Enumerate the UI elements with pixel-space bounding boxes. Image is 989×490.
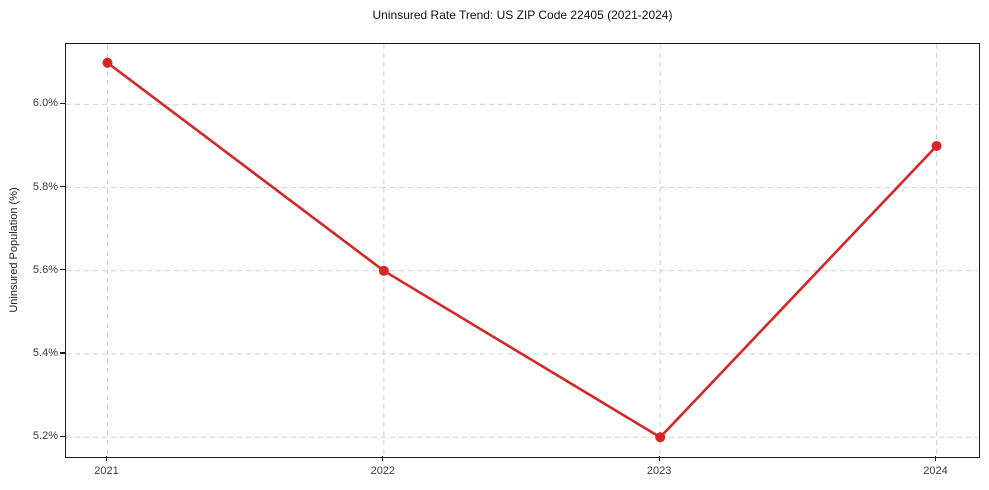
data-point	[655, 432, 666, 443]
chart-title: Uninsured Rate Trend: US ZIP Code 22405 …	[372, 8, 673, 22]
y-tick-mark	[60, 352, 65, 354]
data-point	[378, 265, 389, 276]
x-tick-mark	[658, 456, 660, 461]
y-tick-label: 5.2%	[32, 430, 58, 443]
y-tick-mark	[60, 102, 65, 104]
y-tick-label: 5.8%	[32, 180, 58, 193]
data-point	[102, 57, 113, 68]
x-tick-mark	[382, 456, 384, 461]
y-tick-label: 6.0%	[32, 97, 58, 110]
y-tick-label: 5.6%	[32, 263, 58, 276]
x-tick-label: 2023	[646, 465, 672, 477]
y-axis-label: Uninsured Population (%)	[8, 187, 20, 313]
y-tick-mark	[60, 185, 65, 188]
x-tick-label: 2021	[94, 465, 119, 477]
x-tick-mark	[105, 456, 108, 461]
y-tick-mark	[60, 435, 65, 437]
y-tick-mark	[60, 269, 65, 271]
data-point	[931, 140, 942, 151]
x-tick-label: 2022	[370, 465, 396, 477]
x-tick-label: 2024	[923, 465, 948, 477]
line-chart-canvas	[66, 44, 978, 456]
y-tick-label: 5.4%	[32, 347, 58, 360]
plot-area	[65, 43, 980, 458]
trend-line	[106, 61, 938, 439]
x-tick-mark	[934, 456, 937, 461]
